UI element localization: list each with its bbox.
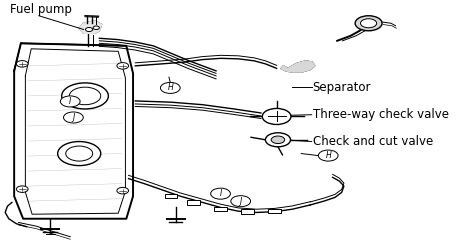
Circle shape [69,87,101,105]
Text: J: J [239,197,242,206]
Bar [214,207,227,211]
Circle shape [62,83,109,109]
Circle shape [355,16,382,31]
Circle shape [117,62,128,69]
Circle shape [231,196,251,207]
Bar [187,200,200,205]
Bar [165,194,177,198]
Text: Three-way check valve: Three-way check valve [312,108,448,121]
Circle shape [265,133,291,147]
Circle shape [160,82,180,93]
Circle shape [58,142,101,166]
Text: I: I [69,97,72,106]
Text: J: J [72,113,74,122]
Circle shape [17,186,28,193]
Circle shape [64,112,83,123]
Circle shape [210,188,230,199]
Bar [241,209,254,214]
Polygon shape [79,21,101,33]
Circle shape [262,108,291,124]
Circle shape [17,60,28,67]
Circle shape [85,27,93,32]
Circle shape [361,19,377,28]
Circle shape [60,96,80,107]
Text: Separator: Separator [312,81,371,94]
Text: H: H [167,83,173,92]
Text: I: I [219,189,222,198]
Bar [268,209,281,213]
Circle shape [66,146,93,161]
Circle shape [271,136,285,144]
Circle shape [93,26,100,29]
Text: H: H [325,151,331,160]
Circle shape [117,187,128,194]
Circle shape [319,150,338,161]
Polygon shape [281,61,315,72]
Text: Fuel pump: Fuel pump [9,3,72,16]
Text: Check and cut valve: Check and cut valve [312,135,433,148]
